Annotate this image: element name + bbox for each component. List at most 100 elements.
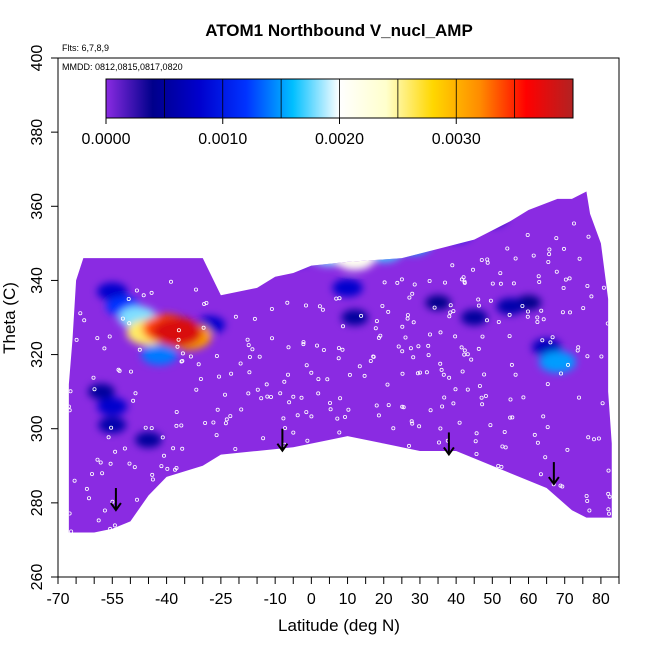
y-tick-label: 260 bbox=[29, 564, 46, 591]
sample-marker bbox=[459, 345, 464, 350]
x-tick-label: 0 bbox=[307, 591, 316, 608]
sample-marker bbox=[106, 435, 111, 440]
sample-marker bbox=[316, 377, 321, 382]
sample-marker bbox=[396, 344, 401, 349]
sample-marker bbox=[560, 310, 565, 315]
sample-marker bbox=[451, 309, 456, 314]
sample-marker bbox=[607, 511, 612, 516]
sample-marker bbox=[214, 353, 219, 358]
sample-marker bbox=[373, 326, 378, 331]
sample-marker bbox=[563, 277, 568, 282]
sample-marker bbox=[257, 354, 262, 359]
sample-marker bbox=[179, 359, 184, 364]
x-tick-label: 40 bbox=[447, 591, 465, 608]
sample-marker bbox=[269, 306, 274, 311]
sample-marker bbox=[554, 269, 559, 274]
colorbar-tick-label: 0.0010 bbox=[198, 131, 247, 148]
sample-marker bbox=[480, 334, 485, 339]
sample-marker bbox=[69, 529, 74, 533]
sample-marker bbox=[269, 336, 274, 341]
sample-marker bbox=[150, 477, 155, 482]
sample-marker bbox=[409, 419, 414, 424]
sample-marker bbox=[265, 394, 270, 399]
sample-marker bbox=[577, 395, 582, 400]
sample-marker bbox=[408, 346, 413, 351]
sample-marker bbox=[407, 295, 412, 300]
sample-marker bbox=[507, 312, 512, 317]
heatmap-cell bbox=[364, 239, 403, 263]
sample-marker bbox=[567, 276, 572, 281]
sample-marker bbox=[572, 221, 577, 226]
sample-marker bbox=[245, 337, 250, 342]
sample-marker bbox=[285, 372, 290, 377]
sample-marker bbox=[562, 246, 567, 251]
heatmap-cell bbox=[477, 208, 507, 227]
sample-marker bbox=[447, 314, 452, 319]
dates-annotation: MMDD: 0812,0815,0817,0820 bbox=[62, 62, 183, 72]
sample-marker bbox=[450, 263, 455, 268]
down-arrow-icon bbox=[443, 432, 455, 457]
sample-marker bbox=[95, 457, 100, 462]
sample-marker bbox=[165, 466, 170, 471]
sample-marker bbox=[535, 440, 540, 445]
sample-marker bbox=[180, 446, 185, 451]
heatmap-cell bbox=[439, 222, 473, 242]
sample-marker bbox=[336, 346, 341, 351]
sample-marker bbox=[285, 300, 290, 305]
sample-marker bbox=[411, 320, 416, 325]
sample-marker bbox=[586, 234, 591, 239]
sample-marker bbox=[239, 407, 244, 412]
sample-markers bbox=[68, 221, 612, 533]
sample-marker bbox=[301, 340, 306, 345]
sample-marker bbox=[84, 486, 89, 491]
sample-marker bbox=[469, 357, 474, 362]
sample-marker bbox=[295, 413, 300, 418]
sample-marker bbox=[416, 344, 421, 349]
sample-marker bbox=[513, 372, 518, 377]
sample-marker bbox=[442, 395, 447, 400]
coverage-layer bbox=[68, 191, 612, 533]
sample-marker bbox=[502, 429, 507, 434]
sample-marker bbox=[547, 247, 552, 252]
sample-marker bbox=[171, 446, 176, 451]
x-tick-label: -10 bbox=[264, 591, 287, 608]
sample-marker bbox=[336, 356, 341, 361]
sample-marker bbox=[606, 507, 611, 512]
sample-marker bbox=[484, 318, 489, 323]
down-arrow-icon bbox=[110, 488, 122, 512]
sample-marker bbox=[426, 343, 431, 348]
sample-marker bbox=[462, 352, 467, 357]
sample-marker bbox=[400, 349, 405, 354]
sample-marker bbox=[601, 285, 606, 290]
sample-marker bbox=[462, 348, 467, 353]
sample-marker bbox=[496, 463, 501, 468]
sample-marker bbox=[204, 300, 209, 305]
sample-marker bbox=[498, 281, 503, 286]
sample-marker bbox=[143, 425, 148, 430]
sample-marker bbox=[586, 435, 591, 440]
sample-marker bbox=[488, 423, 493, 428]
sample-marker bbox=[503, 445, 508, 450]
sample-marker bbox=[203, 420, 208, 425]
sample-marker bbox=[346, 407, 351, 412]
sample-marker bbox=[585, 498, 590, 503]
sample-marker bbox=[68, 408, 72, 413]
sample-marker bbox=[150, 472, 155, 477]
heatmap-cell bbox=[88, 383, 115, 400]
sample-marker bbox=[374, 319, 379, 324]
sample-marker bbox=[376, 335, 381, 340]
sample-marker bbox=[68, 511, 72, 516]
heatmap-cell bbox=[425, 295, 451, 311]
sample-marker bbox=[268, 394, 273, 399]
sample-marker bbox=[462, 279, 467, 284]
sample-marker bbox=[438, 426, 443, 431]
sample-marker bbox=[585, 283, 590, 288]
sample-marker bbox=[596, 436, 601, 441]
sample-marker bbox=[233, 314, 238, 319]
heatmap-cell bbox=[152, 317, 203, 348]
plot-frame bbox=[57, 57, 620, 578]
sample-marker bbox=[558, 483, 563, 488]
sample-marker bbox=[214, 433, 219, 438]
x-tick-label: -40 bbox=[155, 591, 178, 608]
sample-marker bbox=[335, 416, 340, 421]
